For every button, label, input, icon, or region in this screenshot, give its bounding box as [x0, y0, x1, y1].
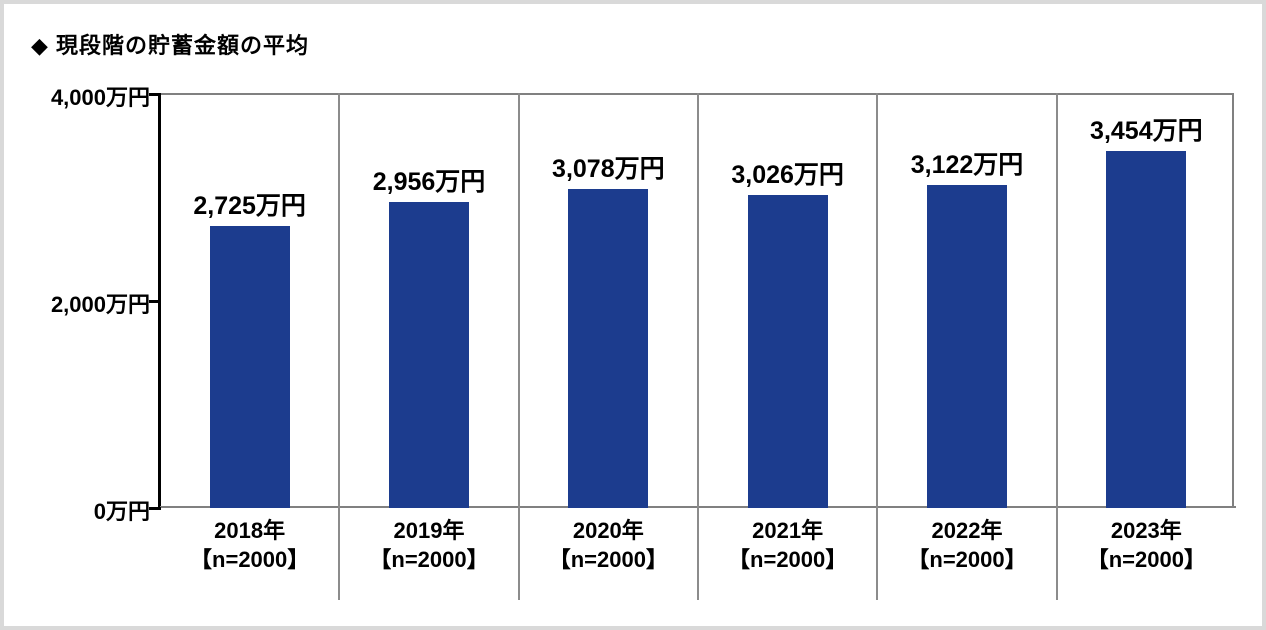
category-divider — [517, 93, 520, 600]
y-axis-tick — [149, 92, 161, 96]
bar-value-label: 2,725万円 — [193, 191, 306, 220]
x-axis-label-year: 2019年 — [393, 518, 465, 543]
bar-value-label: 2,956万円 — [372, 168, 486, 197]
y-axis-tick — [149, 506, 161, 510]
x-axis-label-year: 2022年 — [931, 518, 1003, 543]
category-divider — [1055, 93, 1058, 600]
x-axis-label: 2022年【n=2000】 — [877, 516, 1057, 574]
x-axis-label: 2023年【n=2000】 — [1056, 516, 1236, 574]
bar-value-label: 3,026万円 — [731, 160, 844, 189]
x-axis-label-sample-size: 【n=2000】 — [907, 547, 1027, 572]
bar — [389, 202, 469, 508]
bar — [209, 225, 290, 508]
x-axis-label-year: 2020年 — [572, 518, 644, 543]
x-axis-label: 2018年【n=2000】 — [160, 516, 340, 574]
x-axis-label-year: 2023年 — [1110, 518, 1182, 543]
x-axis-label-year: 2021年 — [752, 518, 824, 543]
bar-value-label: 3,454万円 — [1090, 116, 1203, 145]
bar-value-label: 3,122万円 — [910, 150, 1024, 179]
x-axis-label: 2020年【n=2000】 — [518, 516, 698, 574]
bar-value-label: 3,078万円 — [552, 155, 665, 184]
y-axis-tick-label: 4,000万円 — [50, 85, 150, 110]
bar — [568, 189, 649, 508]
bar — [747, 194, 828, 508]
y-axis-tick-label: 2,000万円 — [50, 292, 150, 317]
x-axis-label: 2019年【n=2000】 — [339, 516, 519, 574]
x-axis-label-sample-size: 【n=2000】 — [369, 547, 489, 572]
category-divider — [876, 93, 879, 600]
chart-title: ◆ 現段階の貯蓄金額の平均 — [31, 33, 310, 58]
x-axis-label: 2021年【n=2000】 — [698, 516, 878, 574]
x-axis-label-sample-size: 【n=2000】 — [728, 547, 848, 572]
bar — [1106, 150, 1187, 508]
bar — [927, 184, 1007, 508]
category-divider — [697, 93, 699, 600]
x-axis-label-year: 2018年 — [214, 518, 286, 543]
category-divider — [338, 93, 341, 600]
x-axis-label-sample-size: 【n=2000】 — [190, 547, 310, 572]
x-axis-label-sample-size: 【n=2000】 — [1086, 547, 1206, 572]
x-axis-label-sample-size: 【n=2000】 — [548, 547, 668, 572]
y-axis-tick — [149, 299, 161, 303]
y-axis-tick-label: 0万円 — [93, 499, 150, 524]
